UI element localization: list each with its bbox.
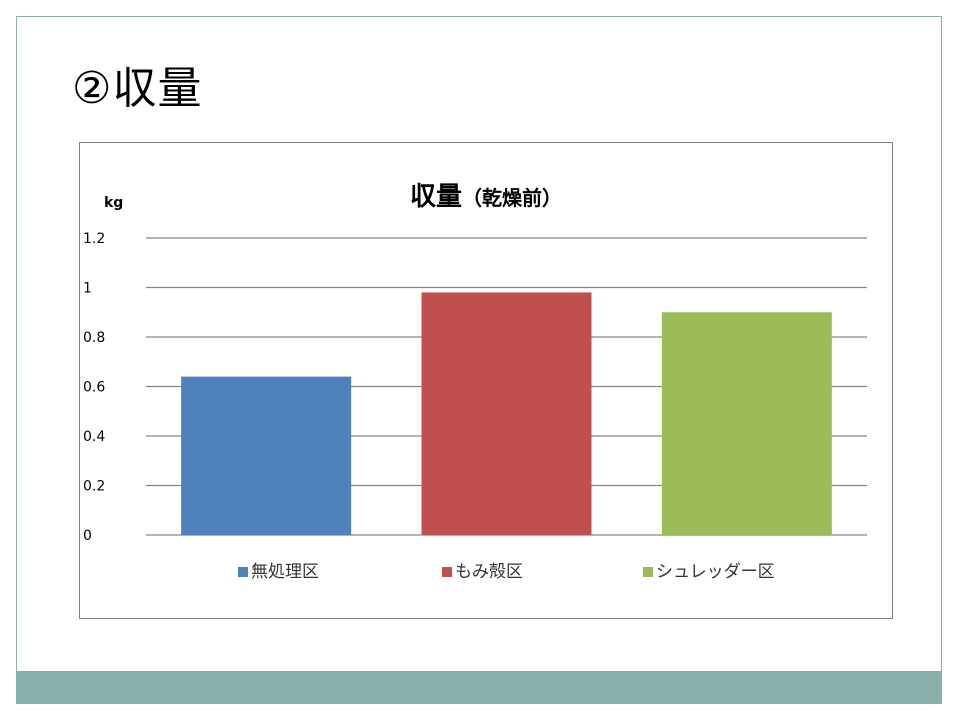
y-tick-label: 0 xyxy=(83,528,92,544)
y-tick-label: 1.2 xyxy=(83,231,105,247)
legend: 無処理区 もみ殻区 シュレッダー区 xyxy=(238,562,775,582)
chart-container: 0 0.2 0.4 0.6 0.8 1 1.2 kg 収量（乾燥前） 無処理区 もみ殻区 シュレ… xyxy=(79,142,893,619)
bar xyxy=(181,376,352,535)
legend-item: もみ殻区 xyxy=(442,562,523,582)
bars xyxy=(181,292,832,535)
legend-swatch xyxy=(238,567,248,577)
slide-footer-band xyxy=(16,671,942,704)
legend-label: シュレッダー区 xyxy=(656,562,775,582)
chart-title-main: 収量 xyxy=(410,182,462,212)
y-tick-label: 1 xyxy=(83,281,92,297)
legend-item: シュレッダー区 xyxy=(643,562,775,582)
bar xyxy=(421,292,592,535)
legend-item: 無処理区 xyxy=(238,562,319,582)
bar xyxy=(661,312,832,535)
chart-title: 収量（乾燥前） xyxy=(410,182,562,212)
chart-title-sub: （乾燥前） xyxy=(462,186,562,210)
bar-chart: 0 0.2 0.4 0.6 0.8 1 1.2 kg 収量（乾燥前） 無処理区 もみ殻区 シュレ… xyxy=(83,182,867,582)
legend-swatch xyxy=(442,567,452,577)
y-axis-label: kg xyxy=(104,195,123,211)
legend-label: もみ殻区 xyxy=(455,562,523,582)
legend-label: 無処理区 xyxy=(251,562,319,582)
y-tick-label: 0.6 xyxy=(83,380,105,396)
y-axis-ticks: 0 0.2 0.4 0.6 0.8 1 1.2 xyxy=(83,231,105,544)
slide-title: ②収量 xyxy=(72,63,203,114)
y-tick-label: 0.2 xyxy=(83,479,105,495)
y-tick-label: 0.4 xyxy=(83,429,105,445)
y-tick-label: 0.8 xyxy=(83,330,105,346)
legend-swatch xyxy=(643,567,653,577)
